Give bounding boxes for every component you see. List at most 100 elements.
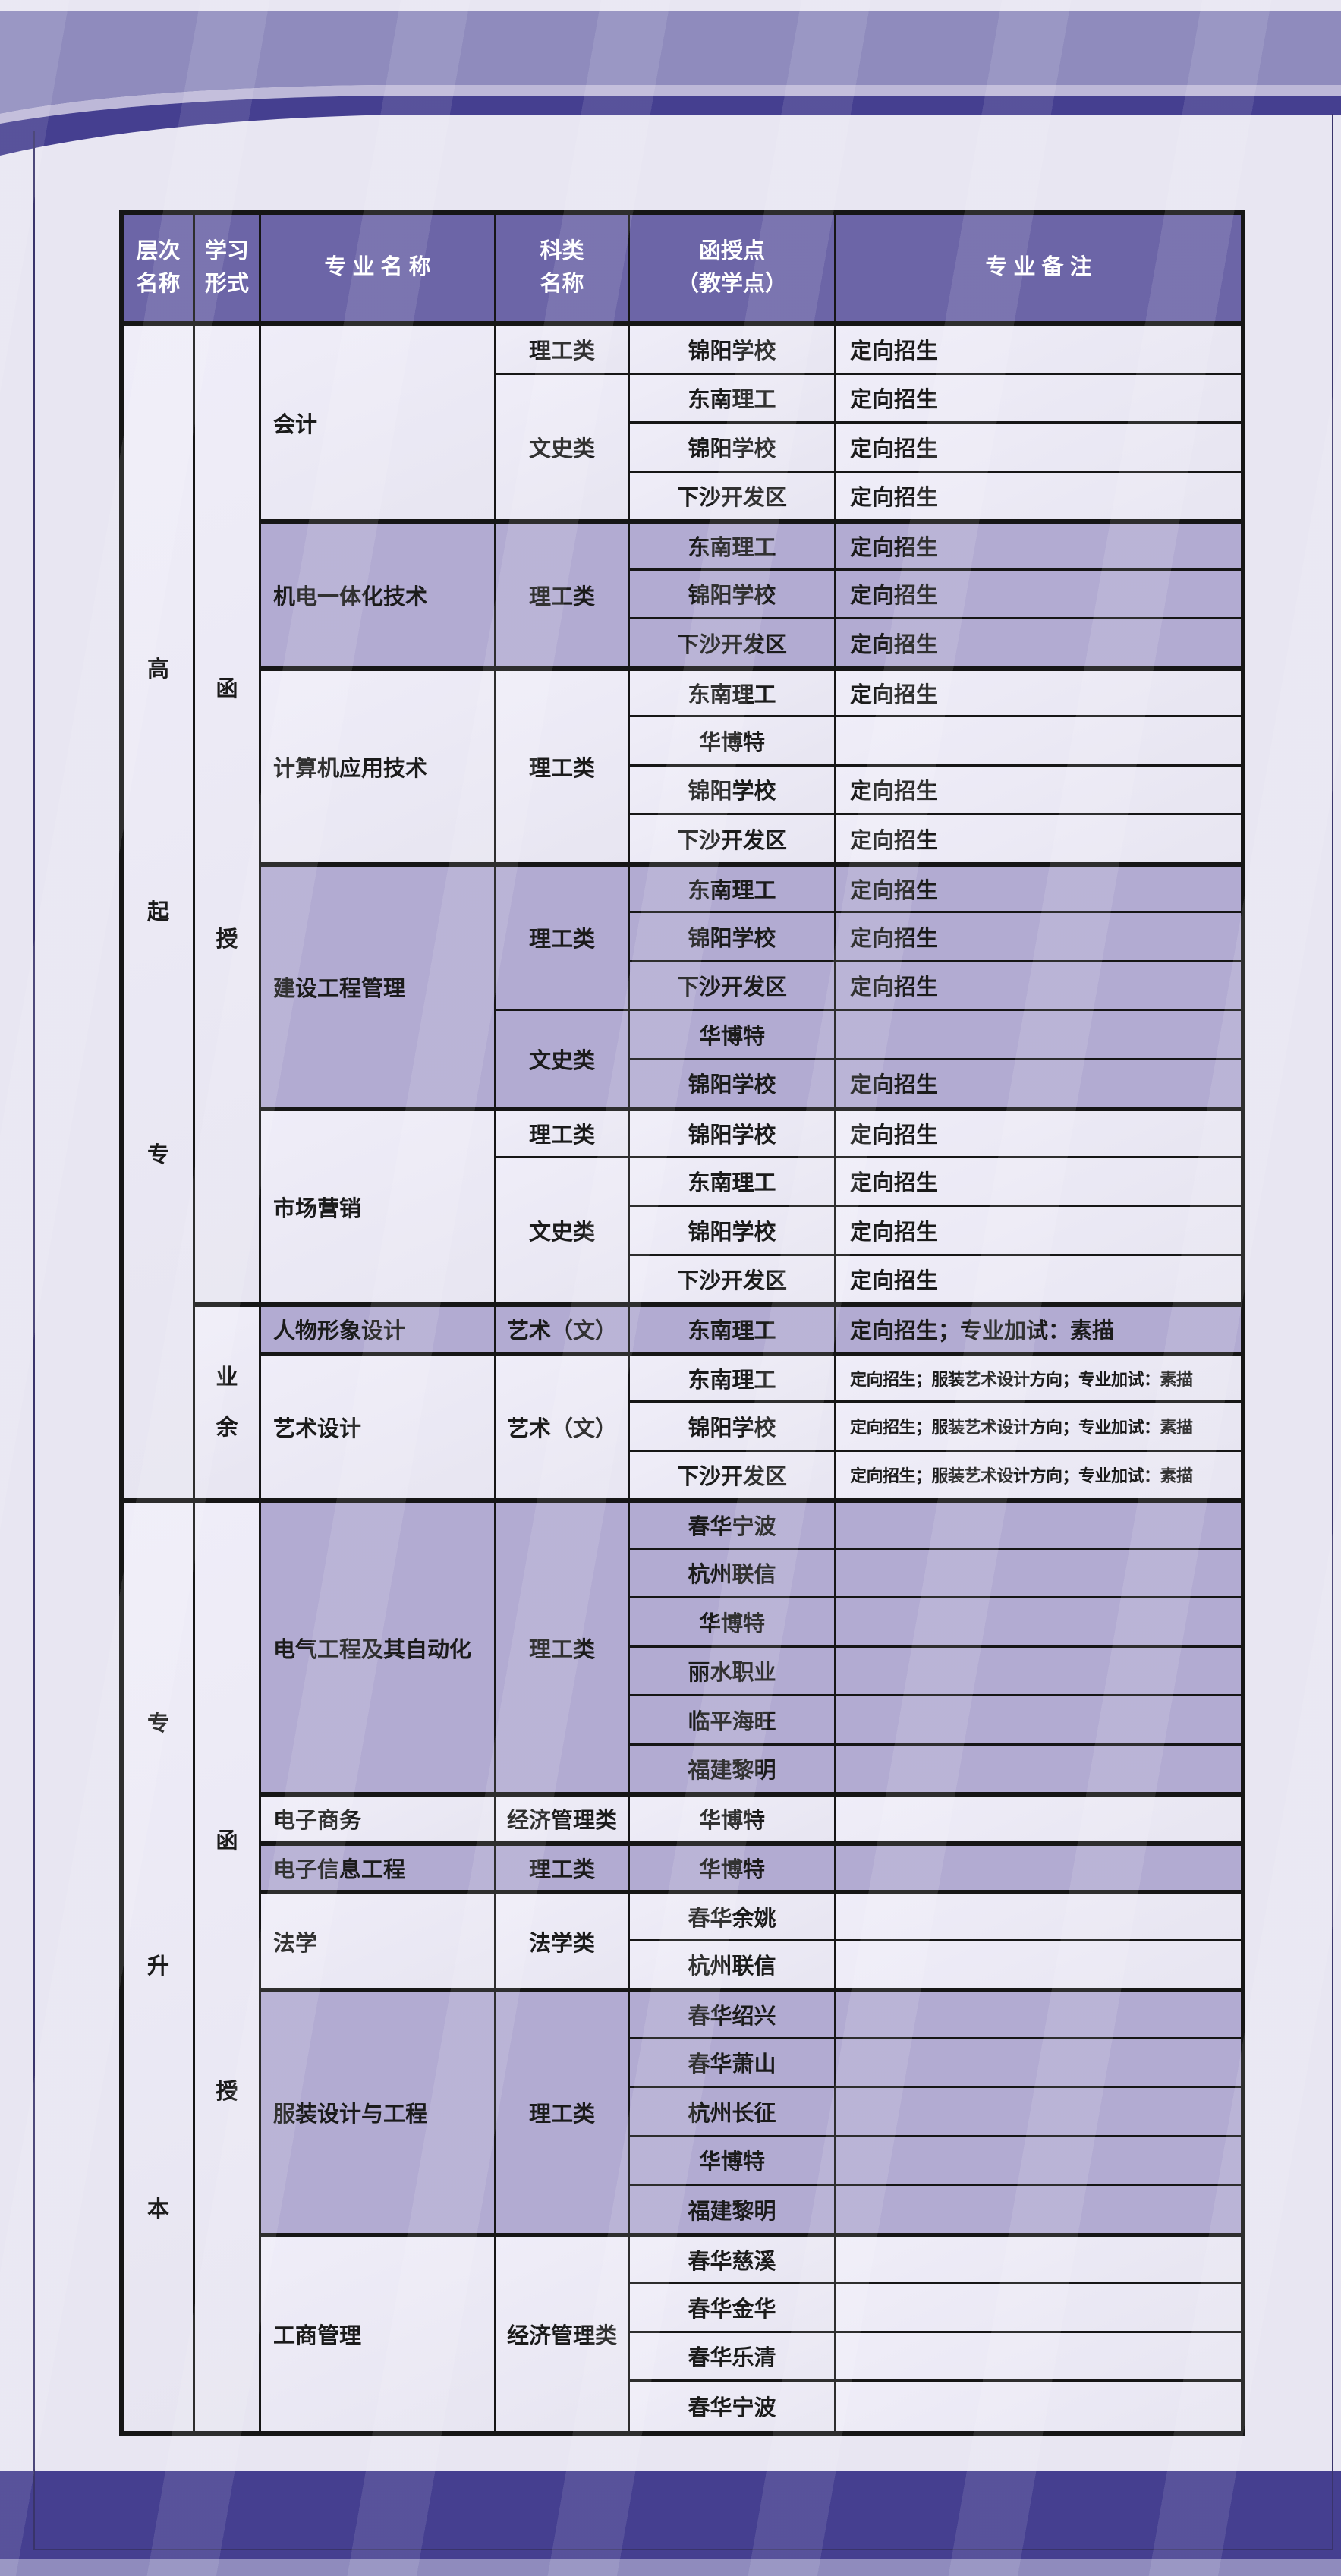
footer-light-band: [0, 2559, 1341, 2576]
site-cell: 东南理工: [630, 864, 836, 913]
major-cell: 服装设计与工程: [261, 1990, 496, 2235]
remark-cell: [836, 717, 1241, 767]
remark-cell: 定向招生: [836, 1109, 1241, 1158]
remark-cell: 定向招生: [836, 766, 1241, 815]
remark-cell: [836, 2186, 1241, 2235]
category-cell: 文史类: [496, 1157, 630, 1305]
header-cell-5: 专 业 备 注: [836, 215, 1241, 326]
major-cell: 电气工程及其自动化: [261, 1501, 496, 1794]
category-cell: 理工类: [496, 326, 630, 375]
major-cell: 市场营销: [261, 1109, 496, 1305]
site-cell: 锦阳学校: [630, 1403, 836, 1452]
remark-cell: 定向招生: [836, 619, 1241, 669]
remark-cell: 定向招生: [836, 864, 1241, 913]
category-cell: 理工类: [496, 1501, 630, 1794]
remark-cell: 定向招生: [836, 472, 1241, 521]
remark-cell: 定向招生: [836, 668, 1241, 717]
site-cell: 东南理工: [630, 1353, 836, 1403]
category-cell: 理工类: [496, 864, 630, 1011]
site-cell: 丽水职业: [630, 1647, 836, 1696]
major-cell: 艺术设计: [261, 1353, 496, 1501]
site-cell: 锦阳学校: [630, 424, 836, 473]
header-cell-3: 科类 名称: [496, 215, 630, 326]
remark-cell: [836, 2039, 1241, 2088]
remark-cell: [836, 1843, 1241, 1892]
major-cell: 电子信息工程: [261, 1843, 496, 1892]
frame-line-bottom: [33, 2549, 1333, 2550]
site-cell: 东南理工: [630, 521, 836, 571]
site-cell: 下沙开发区: [630, 472, 836, 521]
site-cell: 春华慈溪: [630, 2234, 836, 2284]
level-cell-0: 高 起 专: [124, 326, 195, 1501]
major-cell: 建设工程管理: [261, 864, 496, 1109]
form-cell-0: 函 授: [195, 326, 261, 1305]
remark-cell: [836, 2284, 1241, 2333]
remark-cell: [836, 2382, 1241, 2431]
remark-cell: [836, 1647, 1241, 1696]
site-cell: 春华乐清: [630, 2332, 836, 2382]
remark-cell: [836, 1892, 1241, 1941]
remark-cell: 定向招生: [836, 962, 1241, 1011]
header-cell-2: 专 业 名 称: [261, 215, 496, 326]
level-cell-1: 专 升 本: [124, 1501, 195, 2431]
remark-cell: 定向招生: [836, 815, 1241, 864]
banner-dark-stripe: [0, 96, 1341, 156]
category-cell: 法学类: [496, 1892, 630, 1990]
category-cell: 文史类: [496, 1011, 630, 1109]
category-cell: 艺术（文）: [496, 1305, 630, 1354]
form-cell-1: 业 余: [195, 1305, 261, 1501]
site-cell: 杭州联信: [630, 1549, 836, 1598]
site-cell: 锦阳学校: [630, 1060, 836, 1109]
admissions-table: 层次 名称 学习 形式专 业 名 称科类 名称 函授点 （教学点）专 业 备 注高 …: [119, 210, 1245, 2436]
site-cell: 华博特: [630, 1011, 836, 1060]
site-cell: 春华绍兴: [630, 1990, 836, 2039]
site-cell: 下沙开发区: [630, 1451, 836, 1501]
site-cell: 下沙开发区: [630, 815, 836, 864]
top-banner-graphic: [0, 11, 1341, 156]
remark-cell: 定向招生: [836, 1255, 1241, 1305]
remark-cell: [836, 2332, 1241, 2382]
banner-light-stripe: [0, 85, 1341, 124]
site-cell: 东南理工: [630, 1157, 836, 1207]
remark-cell: 定向招生: [836, 1060, 1241, 1109]
site-cell: 下沙开发区: [630, 962, 836, 1011]
remark-cell: [836, 1598, 1241, 1648]
site-cell: 东南理工: [630, 668, 836, 717]
site-cell: 杭州联信: [630, 1941, 836, 1990]
category-cell: 艺术（文）: [496, 1353, 630, 1501]
remark-cell: 定向招生；服装艺术设计方向；专业加试：素描: [836, 1403, 1241, 1452]
category-cell: 理工类: [496, 1990, 630, 2235]
frame-line-left: [33, 131, 35, 2549]
remark-cell: [836, 1696, 1241, 1746]
site-cell: 下沙开发区: [630, 1255, 836, 1305]
remark-cell: [836, 1011, 1241, 1060]
site-cell: 福建黎明: [630, 2186, 836, 2235]
site-cell: 锦阳学校: [630, 766, 836, 815]
remark-cell: [836, 2088, 1241, 2137]
remark-cell: [836, 1990, 1241, 2039]
remark-cell: 定向招生；专业加试：素描: [836, 1305, 1241, 1354]
site-cell: 华博特: [630, 1794, 836, 1844]
remark-cell: 定向招生: [836, 1157, 1241, 1207]
remark-cell: 定向招生；服装艺术设计方向；专业加试：素描: [836, 1451, 1241, 1501]
remark-cell: 定向招生: [836, 521, 1241, 571]
site-cell: 春华余姚: [630, 1892, 836, 1941]
remark-cell: 定向招生: [836, 374, 1241, 424]
major-cell: 工商管理: [261, 2234, 496, 2431]
site-cell: 锦阳学校: [630, 1207, 836, 1256]
category-cell: 理工类: [496, 668, 630, 864]
site-cell: 华博特: [630, 1843, 836, 1892]
category-cell: 理工类: [496, 521, 630, 669]
site-cell: 锦阳学校: [630, 913, 836, 962]
site-cell: 华博特: [630, 2137, 836, 2186]
major-cell: 计算机应用技术: [261, 668, 496, 864]
frame-line-right: [1332, 114, 1333, 2549]
footer-dark-band: [0, 2471, 1341, 2559]
site-cell: 春华金华: [630, 2284, 836, 2333]
site-cell: 锦阳学校: [630, 326, 836, 375]
major-cell: 法学: [261, 1892, 496, 1990]
form-cell-2: 函 授: [195, 1501, 261, 2431]
site-cell: 东南理工: [630, 374, 836, 424]
site-cell: 东南理工: [630, 1305, 836, 1354]
